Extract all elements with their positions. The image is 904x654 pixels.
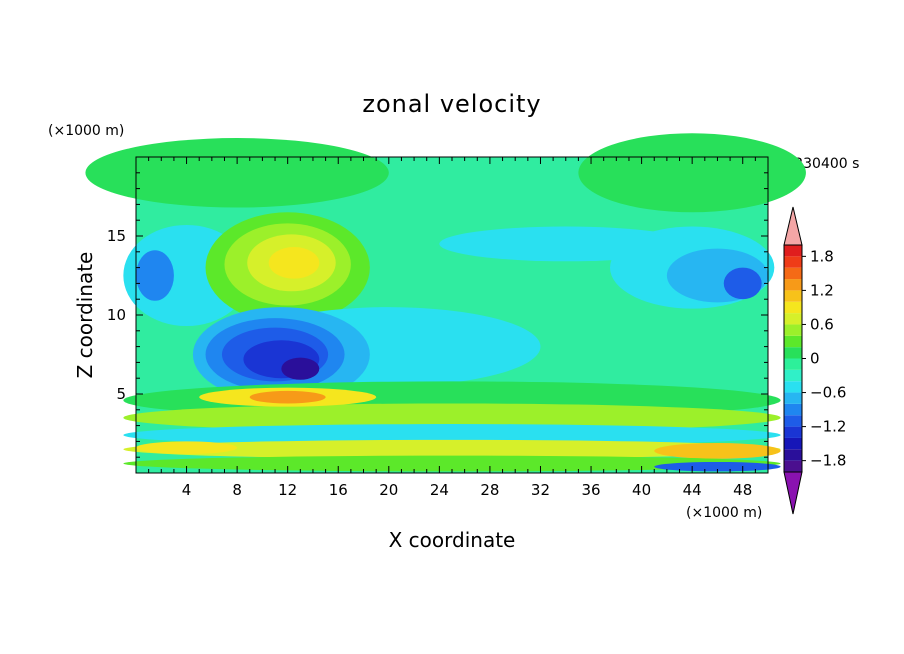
- x-tick-label: 48: [733, 481, 752, 499]
- colorbar-bin: [784, 324, 802, 336]
- x-tick-label: 36: [581, 481, 600, 499]
- y-tick-label: 5: [116, 385, 126, 403]
- colorbar-tick-label: 1.2: [810, 281, 834, 299]
- colorbar-under-triangle: [783, 471, 803, 515]
- colorbar-tick-label: −0.6: [810, 384, 846, 402]
- colorbar-tick-label: 1.8: [810, 247, 834, 265]
- contour-region: [723, 267, 762, 300]
- colorbar-bin: [784, 290, 802, 302]
- x-tick-label: 24: [430, 481, 449, 499]
- x-tick-label: 28: [480, 481, 499, 499]
- colorbar-bin: [784, 381, 802, 393]
- x-axis-label: X coordinate: [389, 528, 516, 552]
- contour-region: [268, 247, 320, 279]
- contour-region: [654, 461, 781, 472]
- y-tick-label: 15: [107, 227, 126, 245]
- colorbar-bin: [784, 279, 802, 291]
- colorbar-bin: [784, 358, 802, 370]
- contour-region: [281, 357, 320, 380]
- x-tick-label: 44: [683, 481, 702, 499]
- colorbar-over-triangle: [783, 206, 803, 246]
- y-tick-label: 10: [107, 306, 126, 324]
- x-tick-label: 8: [232, 481, 242, 499]
- colorbar-bin: [784, 256, 802, 268]
- x-tick-label: 32: [531, 481, 550, 499]
- contour-region: [123, 439, 781, 459]
- plot-area: [85, 133, 806, 474]
- colorbar-bin: [784, 301, 802, 314]
- colorbar-bin: [784, 347, 802, 359]
- colorbar-tick-label: 0: [810, 350, 820, 368]
- colorbar-bin: [784, 335, 802, 348]
- chart-title: zonal velocity: [362, 90, 541, 118]
- colorbar-bin: [784, 369, 802, 382]
- contour-region: [249, 390, 326, 404]
- contour-region: [439, 226, 693, 262]
- x-unit-label: (×1000 m): [686, 505, 762, 521]
- colorbar-bin: [784, 392, 802, 404]
- colorbar-tick-label: 0.6: [810, 315, 834, 333]
- colorbar-bin: [784, 403, 802, 416]
- colorbar-bin: [784, 245, 802, 257]
- contour-region: [654, 442, 781, 459]
- y-axis: 5 10 15: [107, 227, 126, 403]
- x-axis: 4 8 12 16 20 24 28 32 36 40 44 48: [182, 481, 752, 499]
- colorbar-bin: [784, 267, 802, 280]
- colorbar: 1.8 1.2 0.6 0 −0.6 −1.2 −1.8: [783, 206, 846, 515]
- colorbar-bin: [784, 426, 802, 438]
- y-unit-label: (×1000 m): [48, 123, 124, 139]
- contour-region: [136, 441, 238, 455]
- contour-region: [85, 138, 389, 208]
- x-tick-label: 40: [632, 481, 651, 499]
- contour-region: [123, 403, 781, 432]
- y-axis-label: Z coordinate: [73, 252, 97, 379]
- x-tick-label: 12: [278, 481, 297, 499]
- colorbar-bin: [784, 437, 802, 450]
- x-tick-label: 20: [379, 481, 398, 499]
- contour-region: [136, 250, 174, 301]
- colorbar-tick-label: −1.8: [810, 452, 846, 470]
- colorbar-bin: [784, 449, 802, 461]
- colorbar-tick-label: −1.2: [810, 418, 846, 436]
- x-tick-label: 4: [182, 481, 192, 499]
- colorbar-bin: [784, 415, 802, 427]
- contour-region: [578, 133, 806, 213]
- contour-region: [123, 424, 781, 447]
- x-tick-label: 16: [329, 481, 348, 499]
- colorbar-bin: [784, 460, 802, 472]
- colorbar-bin: [784, 313, 802, 325]
